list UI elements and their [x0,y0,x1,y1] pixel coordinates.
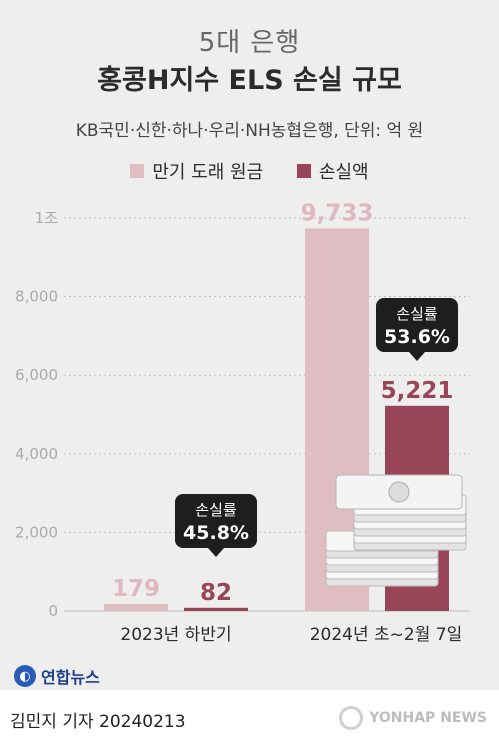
y-tick-label: 8,000 [15,288,58,306]
loss-rate-label: 손실률 [195,501,237,519]
watermark-text: YONHAP NEWS [369,710,487,726]
data-label: 82 [200,580,232,606]
banknote-seal-icon [388,481,410,503]
legend-item-principal: 만기 도래 원금 [130,158,263,184]
bar-principal [104,603,168,611]
loss-rate-callout [376,298,458,352]
loss-rate-callout-pointer [208,548,224,557]
legend: 만기 도래 원금 손실액 [0,158,499,184]
loss-rate-callout-pointer [409,352,425,361]
watermark: YONHAP NEWS [339,706,487,730]
data-label: 5,221 [381,378,454,404]
loss-rate-value: 53.6% [384,326,450,348]
byline: 김민지 기자 20240213 [10,712,186,732]
bar-chart: 0 2,000 4,000 6,000 8,000 1조 179 9,733 82 5,221 20… [15,200,470,645]
data-label: 179 [112,576,160,602]
x-category-label: 2024년 초~2월 7일 [310,625,463,645]
legend-label-loss: 손실액 [318,162,369,183]
legend-swatch-principal [130,164,145,178]
legend-item-loss: 손실액 [296,158,369,184]
chart-subtitle: KB국민·신한·하나·우리·NH농협은행, 단위: 억 원 [75,121,424,141]
y-tick-label: 1조 [35,209,59,227]
x-category-label: 2023년 하반기 [120,625,231,645]
y-tick-label: 0 [48,602,58,620]
yonhap-watermark-icon [339,706,364,730]
loss-rate-callout [175,494,257,548]
yonhap-logo-icon: ◐ [14,665,36,687]
loss-rate-label: 손실률 [396,305,438,323]
agency-name: 연합뉴스 [41,668,100,687]
y-tick-label: 6,000 [15,366,58,384]
agency-logo: ◐ 연합뉴스 [14,664,100,688]
legend-swatch-loss [296,164,311,178]
data-label: 9,733 [301,200,374,226]
legend-label-principal: 만기 도래 원금 [152,162,264,183]
chart-supertitle: 5대 은행 [198,28,301,58]
loss-rate-value: 45.8% [183,522,249,544]
bar-loss [184,607,248,611]
footer-bar [0,690,499,749]
y-tick-label: 4,000 [15,445,58,463]
y-tick-label: 2,000 [15,523,58,541]
chart-title: 홍콩H지수 ELS 손실 규모 [97,65,402,96]
